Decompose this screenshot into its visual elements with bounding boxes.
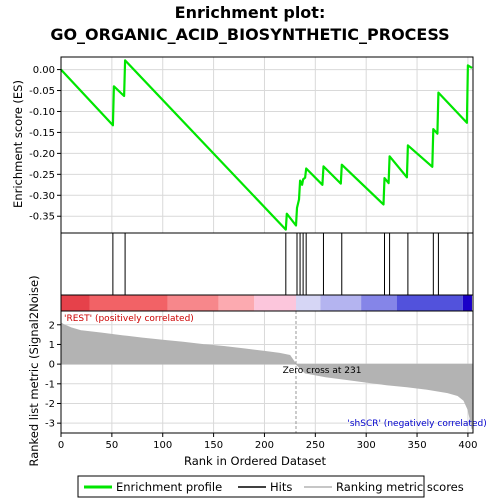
es-tick-label: -0.05 [29,86,55,97]
colorbar-segment [254,295,296,311]
metric-tick-label: 0 [49,360,55,371]
colorbar-segment [320,295,362,311]
chart-title-line2: GO_ORGANIC_ACID_BIOSYNTHETIC_PROCESS [50,25,449,44]
chart-title-line1: Enrichment plot: [175,3,326,22]
metric-tick-label: 1 [49,340,55,351]
es-tick-label: -0.25 [29,170,55,181]
colorbar-segment [61,295,90,311]
colorbar-segment [167,295,219,311]
zero-cross-label: Zero cross at 231 [283,366,362,376]
x-tick-label: 0 [58,440,64,451]
es-panel: 0.00 -0.05 -0.10 -0.15 -0.20 -0.25 -0.30 -0.35 [29,56,474,234]
colorbar-segment [396,295,463,311]
es-tick-label: -0.35 [29,212,55,223]
x-axis: 0 50 100 150 200 250 300 350 400 [58,433,477,451]
es-tick-label: -0.30 [29,191,55,202]
x-tick-label: 50 [105,440,118,451]
legend-hits-label: Hits [270,480,292,494]
x-tick-label: 150 [204,440,223,451]
colorbar-segment [361,295,397,311]
colorbar-segment [295,295,321,311]
metric-axis-label: Ranked list metric (Signal2Noise) [27,275,41,466]
ranking-metric-area [60,322,473,430]
hits-frame [60,232,474,296]
legend-metric-label: Ranking metric scores [336,480,464,494]
enrichment-profile-line [60,59,473,231]
es-tick-label: 0.00 [33,65,55,76]
x-tick-label: 400 [458,440,477,451]
x-tick-label: 300 [357,440,376,451]
colorbar-segment [462,295,472,311]
legend-profile-label: Enrichment profile [116,480,222,494]
x-tick-label: 250 [306,440,325,451]
x-tick-label: 350 [408,440,427,451]
colorbar-segment [218,295,255,311]
hits-panel [60,232,474,296]
positive-correlation-label: 'REST' (positively correlated) [64,314,194,324]
metric-tick-label: -2 [45,399,55,410]
metric-tick-label: -1 [45,379,55,390]
colorbar-segment [89,295,168,311]
x-tick-label: 200 [255,440,274,451]
es-axis-label: Enrichment score (ES) [11,80,25,208]
es-tick-label: -0.10 [29,107,55,118]
metric-tick-label: -3 [45,419,55,430]
es-tick-label: -0.20 [29,149,55,160]
metric-panel: 2 1 0 -1 -2 -3 Zero cross at 231 'REST' (positi… [45,310,487,434]
colorbar-panel [60,294,474,312]
negative-correlation-label: 'shSCR' (negatively correlated) [347,419,486,429]
x-axis-label: Rank in Ordered Dataset [184,454,327,468]
es-frame [60,56,474,234]
es-tick-label: -0.15 [29,128,55,139]
x-tick-label: 100 [153,440,172,451]
metric-frame [60,310,474,434]
metric-tick-label: 2 [49,320,55,331]
legend: Enrichment profile Hits Ranking metric s… [77,475,464,498]
